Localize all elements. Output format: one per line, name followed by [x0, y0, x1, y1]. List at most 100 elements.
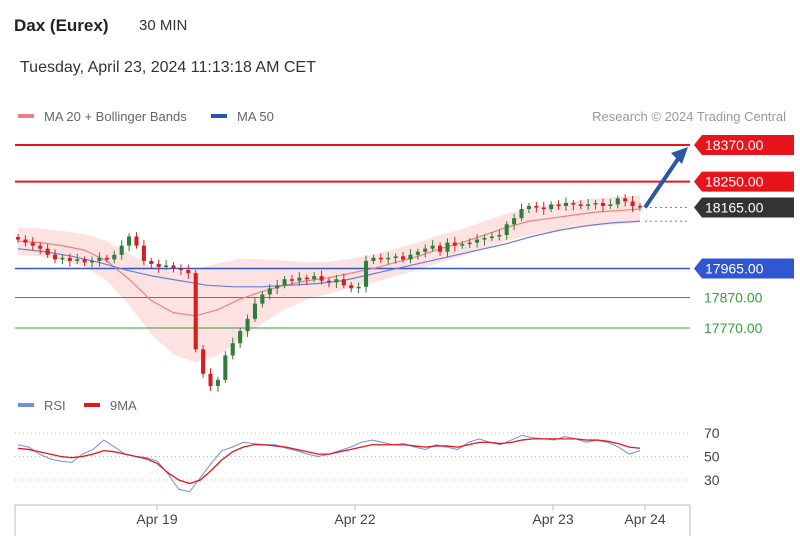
candle-body	[119, 245, 124, 255]
level-label-17770-00: 17770.00	[704, 320, 763, 336]
candle-body	[408, 254, 413, 260]
candle-body	[475, 239, 480, 243]
timeframe-label: 30 MIN	[139, 17, 187, 34]
rsi-panel: 30 50 70	[15, 425, 720, 493]
forecast-arrow-head	[671, 147, 688, 164]
ma50-legend-label: MA 50	[237, 109, 274, 124]
candle-body	[104, 257, 109, 260]
x-label-apr-19: Apr 19	[136, 511, 177, 527]
forecast-arrow-shaft	[643, 154, 682, 209]
candle-body	[127, 236, 132, 246]
rsi-tick-30: 30	[704, 472, 720, 488]
candle-body	[178, 268, 183, 271]
candle-body	[223, 355, 228, 380]
candle-body	[30, 242, 35, 246]
level-tag-18370-00	[694, 135, 794, 155]
candle-body	[608, 204, 613, 206]
x-axis-labels: Apr 19 Apr 22 Apr 23 Apr 24	[136, 505, 666, 527]
candle-body	[349, 285, 354, 289]
candle-body	[90, 260, 95, 263]
candle-body	[245, 318, 250, 332]
candle-body	[378, 257, 383, 260]
candle-body	[275, 285, 280, 289]
candle-body	[341, 279, 346, 286]
candle-body	[156, 263, 161, 267]
forecast-arrow	[643, 147, 688, 209]
candle-body	[541, 207, 546, 210]
candle-body	[193, 273, 198, 350]
candle-body	[141, 245, 146, 261]
candle-body	[489, 236, 494, 239]
candle-body	[230, 343, 235, 356]
level-label-18165-00: 18165.00	[705, 200, 764, 216]
candle-body	[297, 277, 302, 281]
candle-body	[519, 209, 524, 219]
level-label-17870-00: 17870.00	[704, 290, 763, 306]
candle-body	[623, 198, 628, 202]
level-label-18370-00: 18370.00	[705, 137, 764, 153]
level-label-17965-00: 17965.00	[705, 261, 764, 277]
x-label-apr-23: Apr 23	[532, 511, 573, 527]
candle-body	[452, 242, 457, 246]
ma50-legend-swatch	[211, 114, 227, 118]
candle-body	[319, 276, 324, 281]
candle-body	[267, 288, 272, 295]
candle-body	[15, 237, 21, 240]
candle-body	[430, 245, 435, 249]
candle-body	[371, 257, 376, 261]
candle-body	[334, 279, 339, 283]
candle-body	[571, 202, 576, 205]
candle-body	[438, 245, 443, 252]
candle-body	[282, 279, 287, 286]
candle-body	[630, 201, 635, 206]
candle-body	[467, 242, 472, 245]
candle-body	[75, 259, 80, 261]
candle-body	[534, 206, 539, 208]
candle-body	[497, 234, 502, 237]
candle-body	[171, 265, 176, 269]
candle-body	[415, 251, 420, 255]
candle-body	[67, 257, 72, 261]
candle-body	[563, 202, 568, 206]
candle-body	[82, 259, 87, 263]
price-levels	[15, 144, 690, 329]
instrument-title: Dax (Eurex)	[14, 16, 108, 35]
candle-body	[549, 204, 554, 210]
candle-body	[504, 224, 509, 235]
rsi-line	[17, 434, 641, 493]
candle-body	[423, 248, 428, 252]
candle-body	[45, 248, 50, 255]
candle-body	[363, 260, 369, 287]
rsi-ma-line	[17, 438, 641, 485]
candle-body	[556, 204, 561, 206]
candle-body	[149, 260, 154, 264]
candle-body	[260, 294, 265, 304]
candle-body	[401, 256, 406, 260]
candle-body	[215, 379, 220, 386]
candle-body	[482, 238, 487, 240]
candle-body	[326, 280, 332, 283]
rsi-tick-50: 50	[704, 449, 720, 465]
level-tag-18250-00	[694, 171, 794, 192]
candle-body	[208, 373, 213, 386]
candlesticks	[15, 194, 643, 392]
candle-body	[52, 254, 58, 260]
x-label-apr-24: Apr 24	[624, 511, 665, 527]
candle-body	[356, 286, 361, 289]
x-label-apr-22: Apr 22	[334, 511, 375, 527]
candle-body	[60, 257, 65, 260]
candle-body	[289, 279, 295, 281]
rsi-legend-label: RSI	[44, 398, 66, 413]
candle-body	[23, 239, 28, 243]
timestamp: Tuesday, April 23, 2024 11:13:18 AM CET	[20, 59, 316, 76]
level-tag-17965-00	[694, 258, 794, 279]
candle-body	[97, 257, 102, 261]
rsi-ma-legend-swatch	[84, 403, 100, 407]
ma20-legend-label: MA 20 + Bollinger Bands	[44, 109, 187, 124]
candle-body	[164, 265, 169, 267]
candle-body	[445, 242, 450, 252]
rsi-tick-70: 70	[704, 425, 720, 441]
candle-body	[386, 257, 391, 260]
candle-body	[637, 206, 643, 208]
